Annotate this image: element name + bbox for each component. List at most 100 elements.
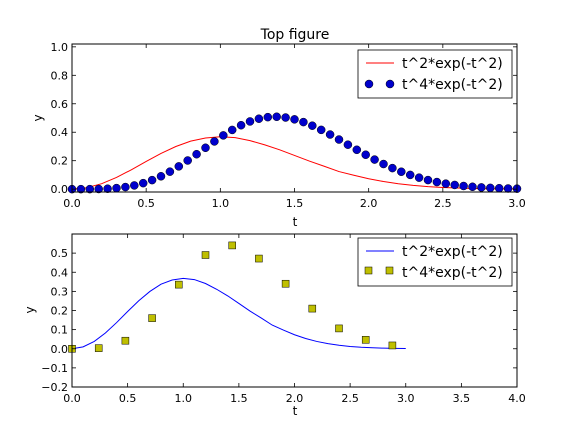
- y-tick-label: 0.0: [51, 183, 69, 196]
- data-point: [432, 177, 442, 187]
- top-subplot: Top figure 0.0 0.5 1.0 1.5 2.0 2.5 3.0 0.0 0.2 0.…: [31, 27, 526, 229]
- series-line: [71, 277, 406, 350]
- data-point: [85, 184, 95, 194]
- data-point: [201, 143, 210, 153]
- data-point: [112, 183, 121, 193]
- chart-title: Top figure: [260, 27, 330, 43]
- x-tick-label: 0.0: [63, 197, 81, 210]
- x-tick-label: 1.0: [212, 197, 230, 210]
- x-tick-label: 3.5: [453, 392, 471, 405]
- y-tick-label: −0.1: [41, 362, 68, 375]
- data-point: [477, 183, 486, 192]
- data-point: [236, 120, 246, 130]
- data-point: [379, 159, 388, 169]
- bottom-subplot: 0.0 0.5 1.0 1.5 2.0 2.5 3.0 3.5 4.0 −0.2 −0.1 0.0 0.…: [23, 233, 526, 418]
- x-tick-label: 1.0: [175, 392, 193, 405]
- y-tick-label: 1.0: [51, 41, 69, 54]
- data-point: [361, 336, 370, 344]
- data-point: [459, 181, 468, 191]
- x-tick-label: 0.5: [137, 197, 155, 210]
- data-point: [227, 125, 237, 135]
- data-point: [450, 180, 459, 190]
- legend: t^2*exp(-t^2) t^4*exp(-t^2): [357, 49, 513, 99]
- x-tick-label: 0.5: [119, 392, 137, 405]
- data-point: [183, 156, 192, 165]
- y-axis-label: y: [23, 306, 37, 313]
- data-point: [281, 279, 290, 288]
- data-point: [254, 114, 264, 123]
- data-point: [255, 254, 263, 263]
- data-point: [245, 117, 255, 126]
- data-point: [94, 344, 103, 352]
- y-tick-label: 0.0: [51, 343, 69, 356]
- data-point: [130, 181, 139, 190]
- data-point: [228, 241, 236, 250]
- plot-frame: [71, 233, 518, 388]
- data-point: [343, 140, 353, 149]
- legend-marker-1: [364, 266, 373, 275]
- data-point: [334, 135, 344, 144]
- data-point: [219, 131, 228, 140]
- y-tick-label: 0.1: [51, 324, 69, 337]
- y-tick-label: 0.5: [51, 247, 69, 260]
- legend-label-2: t^4*exp(-t^2): [402, 77, 503, 93]
- data-point: [175, 280, 183, 289]
- y-tick-label: 0.4: [51, 126, 69, 139]
- legend-box: [357, 49, 513, 99]
- data-point: [370, 155, 379, 164]
- data-point: [156, 172, 166, 181]
- data-point: [121, 182, 130, 192]
- x-tick-label: 3.0: [508, 197, 526, 210]
- data-point: [494, 183, 504, 193]
- x-tick-label: 2.0: [360, 197, 378, 210]
- legend-marker-1: [364, 79, 374, 89]
- data-point: [352, 145, 362, 155]
- data-point: [308, 121, 317, 130]
- data-point: [503, 184, 513, 193]
- data-point: [148, 314, 156, 322]
- y-tick-label: 0.2: [51, 155, 69, 168]
- legend-label-1: t^2*exp(-t^2): [402, 56, 503, 72]
- data-point: [121, 336, 130, 345]
- y-tick-label: −0.2: [41, 381, 68, 394]
- legend-marker-2: [385, 266, 394, 275]
- legend-box: [357, 237, 513, 287]
- data-point: [138, 178, 148, 188]
- data-point: [423, 175, 433, 185]
- x-tick-label: 2.5: [434, 197, 452, 210]
- data-point: [388, 341, 397, 350]
- y-tick-label: 0.8: [51, 69, 69, 82]
- data-point: [486, 183, 495, 193]
- data-point: [299, 117, 308, 127]
- y-tick-label: 0.3: [51, 285, 69, 298]
- x-tick-label: 4.0: [508, 392, 526, 405]
- x-tick-label: 1.5: [230, 392, 248, 405]
- data-point: [468, 182, 477, 192]
- data-point: [316, 125, 326, 135]
- y-tick-label: 0.2: [51, 305, 69, 318]
- data-point: [290, 115, 299, 124]
- y-tick-label: 0.4: [51, 266, 69, 279]
- x-tick-label: 3.0: [397, 392, 415, 405]
- x-tick-label: 1.5: [286, 197, 304, 210]
- x-axis-label: t: [293, 404, 298, 418]
- data-point: [272, 112, 281, 122]
- data-point: [192, 149, 201, 159]
- data-point: [201, 251, 210, 259]
- data-point: [263, 112, 273, 122]
- legend-label-2: t^4*exp(-t^2): [402, 265, 503, 281]
- data-point: [210, 137, 219, 146]
- legend: t^2*exp(-t^2) t^4*exp(-t^2): [357, 237, 513, 287]
- data-point: [441, 179, 451, 188]
- x-axis-label: t: [293, 215, 298, 229]
- y-axis-label: y: [31, 114, 45, 121]
- data-point: [281, 113, 290, 122]
- legend-marker-2: [385, 79, 395, 89]
- data-point: [103, 184, 112, 193]
- data-point: [174, 162, 184, 171]
- data-point: [94, 184, 103, 194]
- x-tick-label: 2.5: [341, 392, 359, 405]
- y-tick-label: 0.6: [51, 98, 69, 111]
- data-point: [76, 184, 86, 194]
